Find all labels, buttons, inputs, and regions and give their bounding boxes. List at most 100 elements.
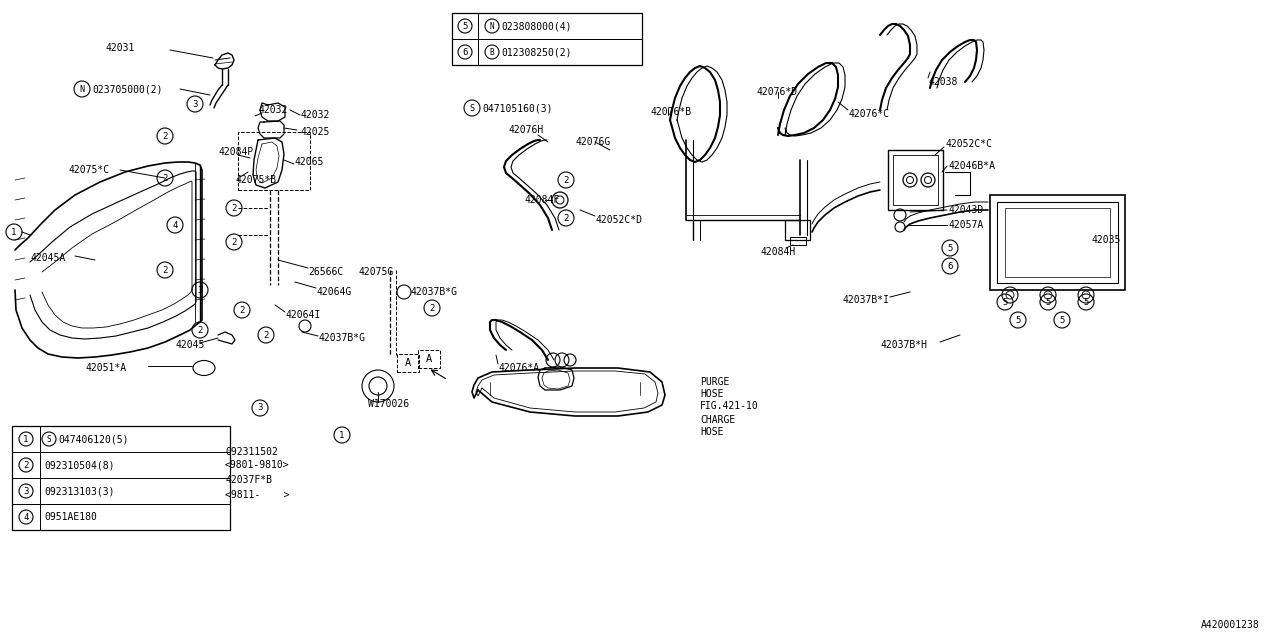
Text: 3: 3 xyxy=(192,99,197,109)
Text: S: S xyxy=(46,435,51,444)
Text: 42076*C: 42076*C xyxy=(849,109,890,119)
Text: 42052C*C: 42052C*C xyxy=(945,139,992,149)
Text: 42045A: 42045A xyxy=(29,253,65,263)
Text: 2: 2 xyxy=(239,305,244,314)
Text: <9811-    >: <9811- > xyxy=(225,490,289,500)
Text: 42046B*A: 42046B*A xyxy=(948,161,995,171)
Text: 2: 2 xyxy=(563,214,568,223)
Text: 092313103(3): 092313103(3) xyxy=(44,486,114,496)
Text: 42065: 42065 xyxy=(294,157,324,167)
Text: 42032: 42032 xyxy=(300,110,329,120)
Text: HOSE: HOSE xyxy=(700,389,723,399)
Text: PURGE: PURGE xyxy=(700,377,730,387)
Text: FIG.421-10: FIG.421-10 xyxy=(700,401,759,411)
Text: 6: 6 xyxy=(947,262,952,271)
Text: 2: 2 xyxy=(197,326,202,335)
Text: 42035: 42035 xyxy=(1092,235,1121,245)
Text: 42064G: 42064G xyxy=(316,287,351,297)
Text: 1: 1 xyxy=(23,435,28,444)
Text: 42052C*D: 42052C*D xyxy=(595,215,643,225)
Bar xyxy=(12,426,230,530)
Bar xyxy=(997,202,1117,283)
Text: A420001238: A420001238 xyxy=(1201,620,1260,630)
Text: 023705000(2): 023705000(2) xyxy=(92,84,163,94)
Text: 42043D: 42043D xyxy=(948,205,983,215)
Bar xyxy=(238,132,310,190)
Text: 42045: 42045 xyxy=(175,340,205,350)
Text: 42037B*I: 42037B*I xyxy=(842,295,890,305)
Text: 42076*D: 42076*D xyxy=(756,87,797,97)
Bar xyxy=(1005,208,1110,277)
Text: 092310504(8): 092310504(8) xyxy=(44,460,114,470)
Text: 42037B*G: 42037B*G xyxy=(317,333,365,343)
Text: 2: 2 xyxy=(163,131,168,141)
Text: 42037F*B: 42037F*B xyxy=(225,475,273,485)
Text: 42031: 42031 xyxy=(105,43,134,53)
Text: N: N xyxy=(490,22,494,31)
Text: 2: 2 xyxy=(163,173,168,182)
Text: 5: 5 xyxy=(462,22,467,31)
Text: 2: 2 xyxy=(429,303,435,312)
Text: 42076G: 42076G xyxy=(575,137,611,147)
Text: B: B xyxy=(490,47,494,56)
Text: 42076H: 42076H xyxy=(508,125,543,135)
Text: 42084P: 42084P xyxy=(218,147,253,157)
Text: 42076*B: 42076*B xyxy=(650,107,691,117)
Text: 0951AE180: 0951AE180 xyxy=(44,512,97,522)
Text: 42084F: 42084F xyxy=(524,195,559,205)
Text: 26566C: 26566C xyxy=(308,267,343,277)
Text: 42076*A: 42076*A xyxy=(498,363,539,373)
Text: 42075G: 42075G xyxy=(358,267,393,277)
Bar xyxy=(419,350,440,368)
Text: 42038: 42038 xyxy=(928,77,957,87)
Text: 5: 5 xyxy=(1046,298,1051,307)
Text: 42084H: 42084H xyxy=(760,247,795,257)
Text: 2: 2 xyxy=(563,175,568,184)
Bar xyxy=(785,220,810,240)
Text: 2: 2 xyxy=(23,461,28,470)
Text: 42064I: 42064I xyxy=(285,310,320,320)
Text: 2: 2 xyxy=(232,237,237,246)
Text: A: A xyxy=(426,354,433,364)
Text: 5: 5 xyxy=(1002,298,1007,307)
Text: HOSE: HOSE xyxy=(700,427,723,437)
Text: 6: 6 xyxy=(462,47,467,56)
Text: 012308250(2): 012308250(2) xyxy=(500,47,571,57)
Text: 5: 5 xyxy=(1060,316,1065,324)
Text: 3: 3 xyxy=(23,486,28,495)
Text: 3: 3 xyxy=(257,403,262,413)
Text: 047105160(3): 047105160(3) xyxy=(483,103,553,113)
Text: 5: 5 xyxy=(1083,298,1089,307)
Bar xyxy=(888,150,943,210)
Text: 42037B*H: 42037B*H xyxy=(881,340,927,350)
Text: CHARGE: CHARGE xyxy=(700,415,735,425)
Text: 1: 1 xyxy=(12,227,17,237)
Text: 3: 3 xyxy=(197,285,202,294)
Text: A: A xyxy=(404,358,411,368)
Bar xyxy=(452,13,643,65)
Text: <9801-9810>: <9801-9810> xyxy=(225,460,289,470)
Text: 092311502: 092311502 xyxy=(225,447,278,457)
Text: 42032: 42032 xyxy=(259,105,288,115)
Bar xyxy=(790,237,806,245)
Text: 2: 2 xyxy=(232,204,237,212)
Bar xyxy=(893,155,938,205)
Text: W170026: W170026 xyxy=(369,399,410,409)
Text: 42037B*G: 42037B*G xyxy=(410,287,457,297)
Text: 42025: 42025 xyxy=(300,127,329,137)
Text: 2: 2 xyxy=(163,266,168,275)
Bar xyxy=(397,354,419,372)
Text: 4: 4 xyxy=(23,513,28,522)
Text: 42051*A: 42051*A xyxy=(84,363,127,373)
Text: 42057A: 42057A xyxy=(948,220,983,230)
Text: 5: 5 xyxy=(1015,316,1020,324)
Text: 42075*B: 42075*B xyxy=(236,175,276,185)
Text: 2: 2 xyxy=(264,330,269,339)
Text: 42075*C: 42075*C xyxy=(68,165,109,175)
Text: N: N xyxy=(79,84,84,93)
Text: 4: 4 xyxy=(173,221,178,230)
Text: 047406120(5): 047406120(5) xyxy=(58,434,128,444)
Text: 1: 1 xyxy=(339,431,344,440)
Bar xyxy=(989,195,1125,290)
Text: S: S xyxy=(470,104,475,113)
